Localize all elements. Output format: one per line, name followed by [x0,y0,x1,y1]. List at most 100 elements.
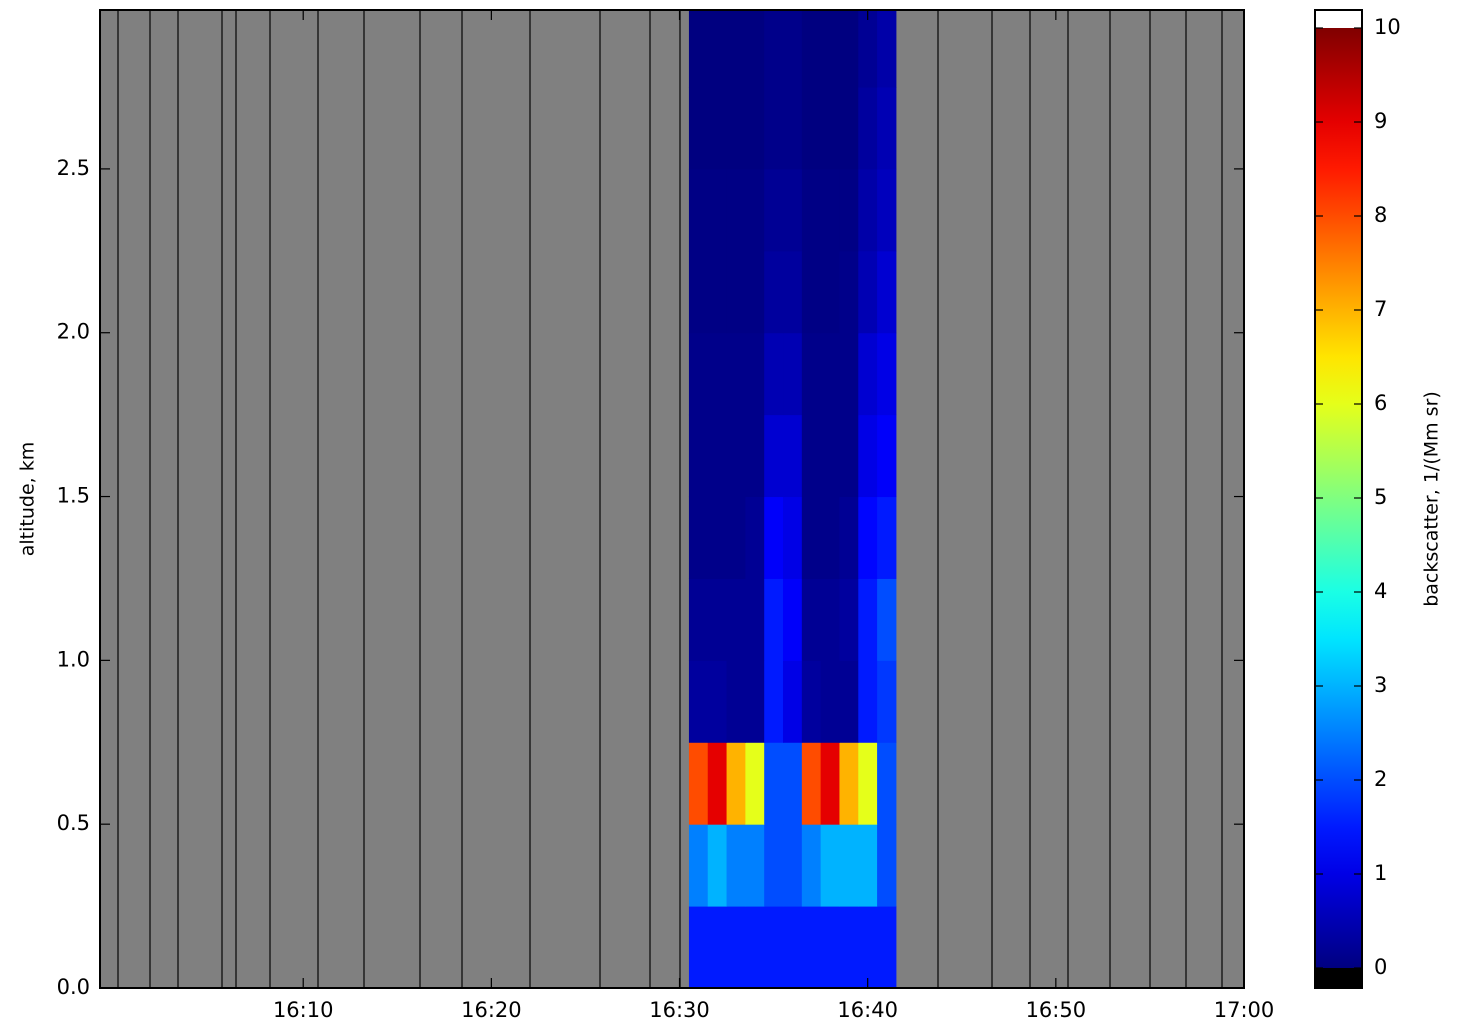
heatmap-cell [839,10,859,88]
heatmap-cell [783,660,803,743]
heatmap-cell [726,578,746,661]
heatmap-cell [707,906,728,989]
heatmap-cell [877,10,897,88]
heatmap-cell [726,332,746,416]
heatmap-cell [877,250,897,334]
heatmap-cell [783,496,803,579]
heatmap-cell [858,742,878,825]
heatmap-cell [726,414,746,498]
heatmap-cell [726,824,746,907]
heatmap-cell [783,906,803,989]
heatmap-cell [839,578,859,661]
heatmap-cell [764,86,784,170]
heatmap-cell [783,168,803,252]
heatmap-cell [688,250,709,334]
heatmap-cell [877,332,897,416]
heatmap-cell [801,168,822,252]
colorbar-tick-label: 2 [1374,767,1387,791]
x-tick-label: 17:00 [1214,998,1275,1022]
heatmap-cell [820,168,840,252]
colorbar-frame [1314,9,1363,989]
no-data-stripes [117,10,1223,988]
heatmap-cell [707,86,728,170]
colorbar-tick-label: 10 [1374,15,1401,39]
colorbar-label: backscatter, 1/(Mm sr) [1421,391,1443,607]
heatmap-cell [764,332,784,416]
plot-background [100,10,1244,988]
colorbar-tick-label: 7 [1374,297,1387,321]
heatmap-cell [820,824,840,907]
heatmap-cell [839,168,859,252]
heatmap-cell [745,332,765,416]
y-tick-label: 0.5 [57,811,90,835]
heatmap-cell [688,824,709,907]
heatmap-cell [839,332,859,416]
heatmap-cell [801,332,822,416]
colorbar-tick-label: 3 [1374,673,1387,697]
heatmap-cell [707,332,728,416]
heatmap-cell [707,578,728,661]
plot-frame [99,9,1245,989]
heatmap-cell [801,660,822,743]
heatmap-cell [839,742,859,825]
heatmap-cell [858,906,878,989]
heatmap-cell [783,332,803,416]
colorbar-tick-label: 5 [1374,485,1387,509]
heatmap-cell [801,906,822,989]
heatmap-cell [707,10,728,88]
heatmap-cell [858,86,878,170]
heatmap-cell [877,742,897,825]
heatmap-cell [764,414,784,498]
heatmap-cell [783,578,803,661]
heatmap-cell [839,824,859,907]
heatmap-cell [745,742,765,825]
heatmap-cell [858,10,878,88]
heatmap-cell [858,660,878,743]
y-tick-label: 0.0 [57,975,90,999]
heatmap-cell [820,496,840,579]
heatmap-cell [858,578,878,661]
y-tick-label: 1.0 [57,647,90,671]
heatmap-cell [783,414,803,498]
heatmap-cell [688,660,709,743]
heatmap-cell [877,578,897,661]
heatmap-cell [877,824,897,907]
heatmap-cell [839,250,859,334]
y-tick-label: 2.0 [57,320,90,344]
heatmap-cell [858,824,878,907]
heatmap-cell [745,578,765,661]
heatmap [688,10,897,989]
colorbar-under [1315,968,1362,988]
heatmap-cell [745,414,765,498]
heatmap-cell [783,86,803,170]
colorbar-tick-label: 6 [1374,391,1387,415]
heatmap-cell [877,660,897,743]
heatmap-cell [745,906,765,989]
heatmap-cell [764,250,784,334]
heatmap-cell [745,250,765,334]
colorbar-tick-label: 9 [1374,109,1387,133]
heatmap-cell [801,250,822,334]
heatmap-cell [858,250,878,334]
heatmap-cell [688,86,709,170]
heatmap-cell [745,660,765,743]
heatmap-cell [745,86,765,170]
heatmap-cell [764,578,784,661]
heatmap-cell [801,496,822,579]
y-tick-label: 1.5 [57,484,90,508]
heatmap-cell [858,414,878,498]
y-tick-label: 2.5 [57,156,90,180]
heatmap-cell [726,168,746,252]
heatmap-cell [801,10,822,88]
heatmap-cell [707,250,728,334]
heatmap-cell [707,414,728,498]
heatmap-cell [764,660,784,743]
heatmap-cell [783,742,803,825]
heatmap-cell [707,660,728,743]
heatmap-cell [726,86,746,170]
heatmap-cell [820,906,840,989]
heatmap-cell [707,168,728,252]
heatmap-cell [839,414,859,498]
x-tick-label: 16:40 [837,998,898,1022]
x-tick-label: 16:50 [1026,998,1087,1022]
